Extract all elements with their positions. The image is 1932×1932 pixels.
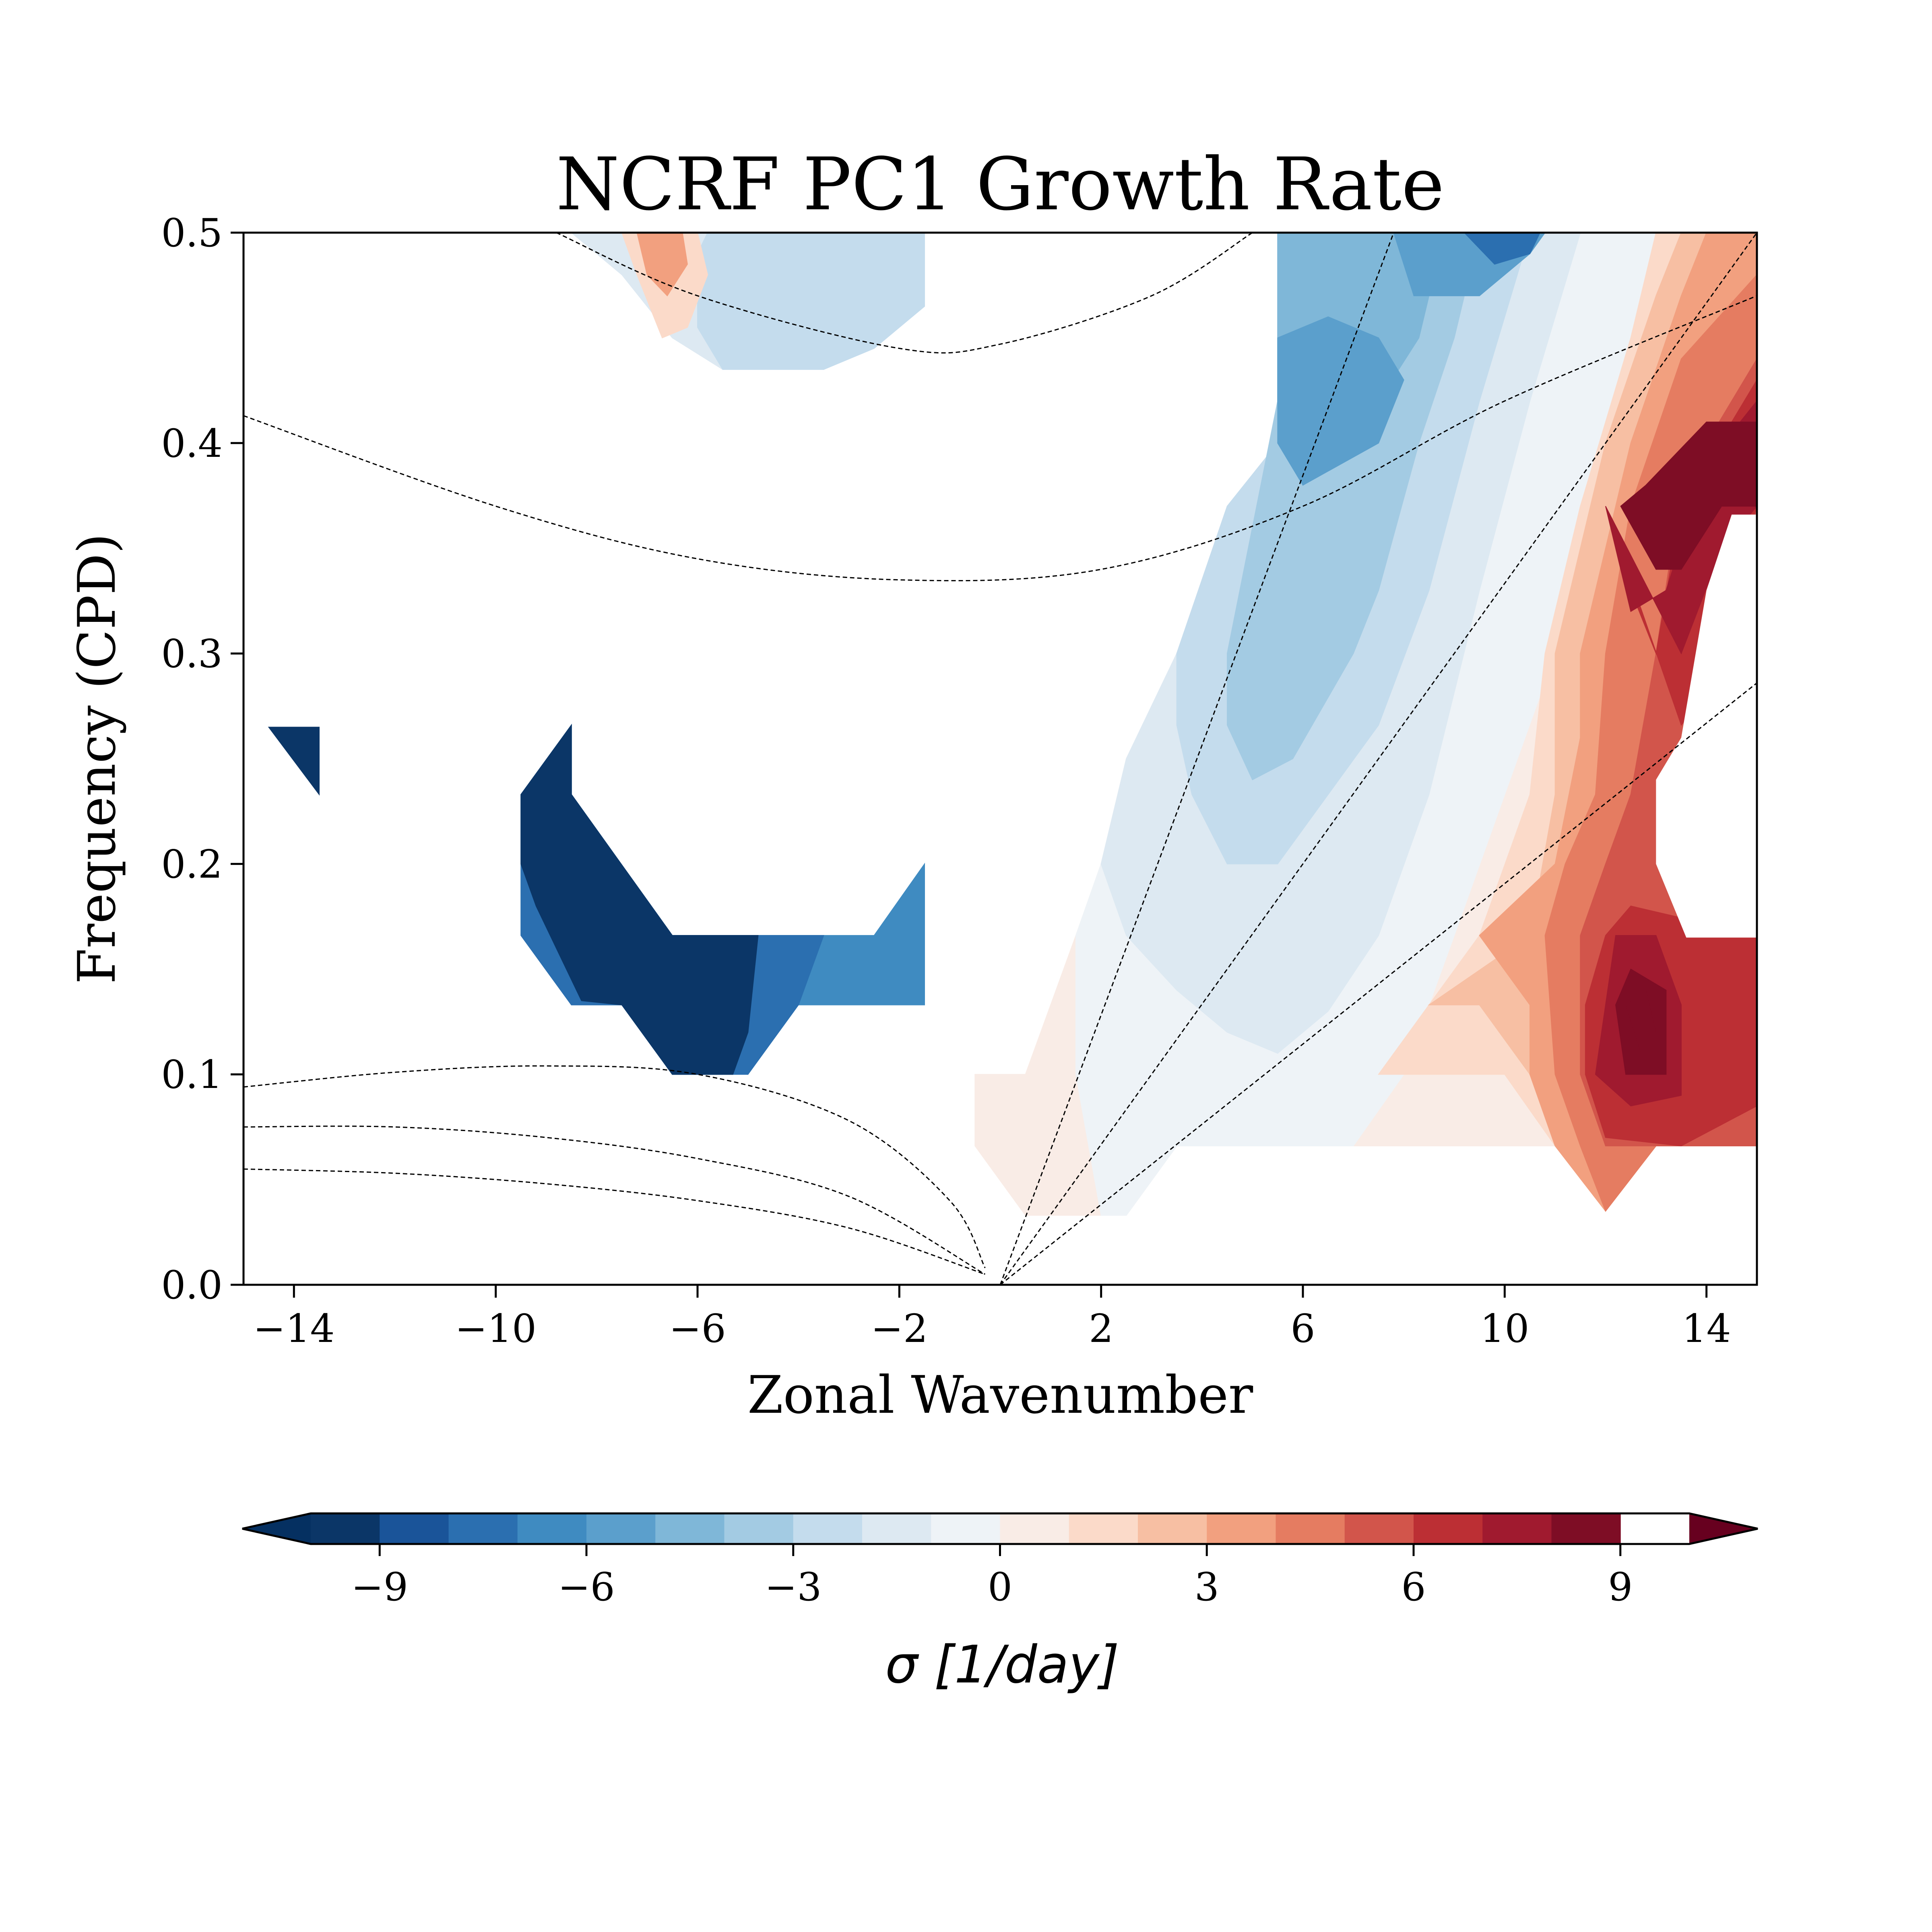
colorbar-segment	[311, 1513, 380, 1544]
contour-region-29	[1731, 421, 1757, 465]
colorbar: −9 −6 −3 0 3 6 9	[242, 1512, 1758, 1610]
x-axis: −14 −10 −6 −2 2 6 10 14	[253, 1285, 1731, 1351]
plot-frame	[242, 231, 1758, 1286]
dispersion-curve-0	[556, 233, 1253, 354]
colorbar-tick-label: 0	[988, 1565, 1012, 1610]
x-tick-label: −6	[669, 1306, 726, 1351]
contour-region-4	[268, 727, 320, 796]
x-tick-label: 14	[1682, 1306, 1731, 1351]
x-axis-label: Zonal Wavenumber	[747, 1365, 1253, 1425]
dispersion-curve-7	[1000, 682, 1757, 1285]
y-axis: 0.0 0.1 0.2 0.3 0.4 0.5	[161, 211, 244, 1308]
colorbar-under-arrow	[242, 1513, 311, 1544]
y-tick-label: 0.5	[161, 211, 223, 256]
contour-region-7	[520, 724, 759, 1075]
colorbar-segment	[1414, 1513, 1483, 1544]
colorbar-segment	[1551, 1513, 1621, 1544]
colorbar-label: σ [1/day]	[885, 1635, 1119, 1695]
y-tick-label: 0.3	[161, 632, 223, 677]
contour-region-3	[636, 233, 688, 297]
dispersion-curve-3	[244, 1125, 986, 1275]
contour-region-14	[1277, 316, 1404, 486]
y-axis-label: Frequency (CPD)	[67, 533, 127, 984]
colorbar-segment	[1344, 1513, 1414, 1544]
colorbar-segment	[1138, 1513, 1208, 1544]
colorbar-tick-label: −9	[351, 1565, 408, 1610]
contour-region-16	[1463, 233, 1541, 265]
dispersion-curve-layer	[244, 233, 1757, 1285]
x-tick-label: −14	[253, 1306, 335, 1351]
dispersion-curve-5	[999, 233, 1395, 1285]
colorbar-segment	[793, 1513, 863, 1544]
colorbar-segment	[655, 1513, 725, 1544]
colorbar-tick-label: 3	[1195, 1565, 1219, 1610]
dispersion-curve-6	[999, 233, 1757, 1285]
colorbar-segment	[517, 1513, 587, 1544]
colorbar-segment	[1207, 1513, 1276, 1544]
x-tick-label: 10	[1480, 1306, 1529, 1351]
colorbar-tick-label: 6	[1401, 1565, 1426, 1610]
colorbar-segment	[1069, 1513, 1138, 1544]
chart-title: NCRF PC1 Growth Rate	[556, 142, 1444, 227]
x-tick-label: 2	[1089, 1306, 1113, 1351]
contour-layer	[268, 233, 1757, 1216]
x-tick-label: −10	[455, 1306, 537, 1351]
dispersion-curve-1	[244, 295, 1757, 582]
colorbar-segment	[724, 1513, 794, 1544]
y-tick-label: 0.4	[161, 421, 223, 466]
x-tick-label: 6	[1290, 1306, 1315, 1351]
colorbar-segment	[931, 1513, 1001, 1544]
contour-region-28	[1625, 989, 1657, 1055]
colorbar-over-arrow	[1689, 1513, 1758, 1544]
blank-region-0	[1656, 514, 1757, 938]
y-tick-label: 0.2	[161, 842, 223, 887]
colorbar-segment	[380, 1513, 449, 1544]
colorbar-tick-label: −3	[765, 1565, 822, 1610]
y-tick-label: 0.0	[161, 1263, 223, 1308]
colorbar-segment	[586, 1513, 656, 1544]
colorbar-segment	[1276, 1513, 1345, 1544]
contour-region-27	[1620, 421, 1757, 570]
colorbar-segment	[1482, 1513, 1552, 1544]
y-tick-label: 0.1	[161, 1052, 223, 1097]
colorbar-tick-label: −6	[558, 1565, 615, 1610]
dispersion-curve-2	[244, 1065, 986, 1268]
colorbar-outline	[242, 1512, 1758, 1545]
plot-area: −14 −10 −6 −2 2 6 10 14 0.0 0.1 0.2 0.3 0.4 0.5	[161, 211, 1758, 1351]
x-tick-label: −2	[871, 1306, 928, 1351]
dispersion-curve-4	[244, 1168, 985, 1275]
colorbar-segment	[448, 1513, 518, 1544]
colorbar-segment	[862, 1513, 932, 1544]
colorbar-tick-label: 9	[1608, 1565, 1633, 1610]
colorbar-segment	[1000, 1513, 1069, 1544]
